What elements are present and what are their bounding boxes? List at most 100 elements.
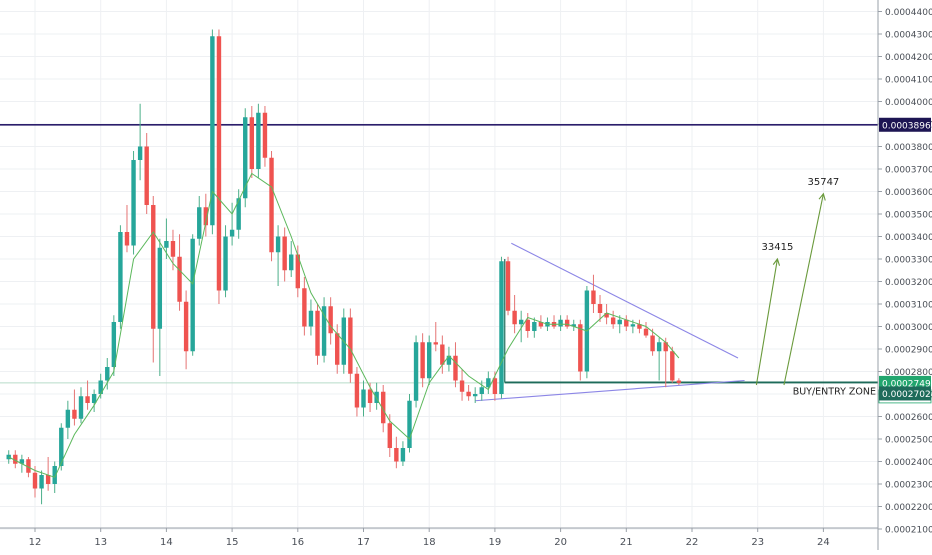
candle [111, 315, 117, 376]
current-price-label-bg [879, 375, 931, 390]
x-tick-label: 21 [620, 537, 633, 548]
candle-body [492, 378, 498, 394]
candle-body [578, 324, 583, 372]
candle [118, 225, 123, 329]
candle [446, 346, 452, 372]
candle [472, 387, 478, 403]
x-tick-label: 16 [291, 537, 304, 548]
target-label: 35747 [807, 177, 839, 188]
candle-body [394, 448, 399, 462]
candle-body [105, 367, 110, 381]
candle [210, 29, 215, 235]
candle-body [663, 342, 668, 352]
candle-body [137, 146, 143, 160]
candle-body [118, 232, 123, 322]
candle-body [59, 427, 64, 466]
candle-body [98, 380, 103, 394]
candle-body [183, 301, 189, 352]
candle-body [656, 342, 662, 352]
resistance-price-label-bg [879, 117, 931, 132]
candle [427, 335, 432, 385]
candle [532, 317, 537, 338]
target-label: 33415 [762, 242, 794, 253]
candle [525, 313, 530, 338]
candle [315, 304, 320, 365]
candle [216, 29, 222, 304]
candle [584, 286, 590, 379]
candle-body [427, 342, 432, 379]
candle-body [512, 310, 517, 325]
grid-lines [0, 0, 878, 530]
support-price-label: 0.00027024 [882, 390, 932, 400]
lower-trendline [475, 379, 745, 402]
candle [466, 385, 471, 401]
candle-body [440, 344, 445, 365]
x-tick-label: 24 [817, 537, 830, 548]
candle-body [433, 342, 438, 345]
candle [177, 234, 182, 311]
candle [32, 466, 38, 498]
x-tick-label: 19 [489, 537, 502, 548]
candle-body [32, 472, 38, 489]
candle [637, 319, 642, 334]
candle [72, 389, 77, 426]
candle-body [624, 319, 629, 327]
candle-body [157, 247, 163, 329]
candle [394, 436, 399, 469]
candle [354, 367, 360, 417]
candle-body [210, 36, 215, 226]
target-arrow-head [818, 192, 826, 201]
candle-body [459, 380, 465, 392]
x-tick-label: 14 [160, 537, 173, 548]
candle-body [407, 400, 412, 448]
candle-body [413, 342, 419, 401]
candle [381, 385, 386, 433]
candle [308, 299, 314, 336]
candle [269, 151, 274, 262]
candle [413, 335, 419, 408]
candle [328, 297, 333, 345]
candle-body [275, 236, 281, 253]
x-tick-label: 23 [751, 537, 764, 548]
candle [91, 389, 97, 412]
current-price-label: 0.00027493 [882, 379, 932, 389]
candle-body [177, 256, 182, 302]
candle [13, 450, 18, 469]
candle-body [19, 459, 25, 464]
candle [571, 319, 576, 331]
candle-body [348, 317, 353, 374]
candle-body [236, 198, 241, 230]
candle [624, 315, 629, 331]
candle-body [571, 324, 576, 327]
candle [663, 337, 668, 388]
candle [459, 369, 465, 401]
candle [361, 380, 366, 417]
candle [289, 241, 294, 277]
candle-body [486, 378, 491, 388]
candle-body [604, 313, 609, 318]
candle-body [164, 241, 169, 248]
candle-body [256, 112, 261, 169]
candle-body [367, 389, 373, 403]
candle [335, 324, 340, 374]
candle [564, 315, 570, 329]
candle [262, 106, 268, 167]
candle-body [361, 389, 366, 408]
candle [256, 103, 261, 178]
candle-body [650, 335, 655, 352]
candle [85, 380, 90, 410]
candle-body [216, 36, 222, 291]
candle-body [170, 241, 176, 257]
candle [643, 322, 649, 338]
zone-label: BUY/ENTRY ZONE [793, 386, 876, 397]
candle-body [591, 290, 596, 304]
